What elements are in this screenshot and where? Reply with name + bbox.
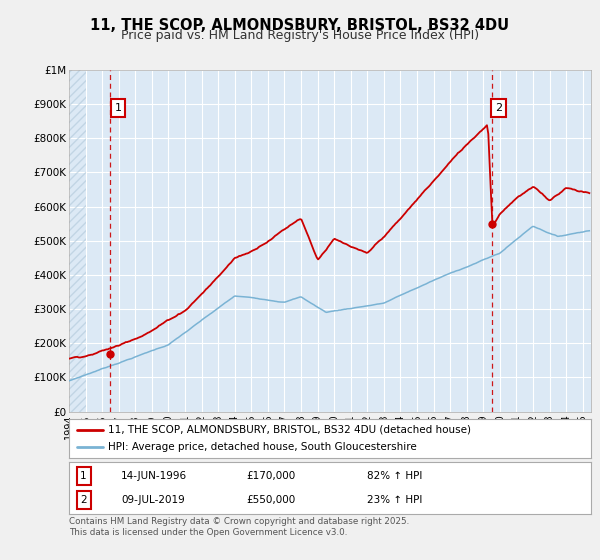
Text: £550,000: £550,000 [247,495,296,505]
Text: Contains HM Land Registry data © Crown copyright and database right 2025.
This d: Contains HM Land Registry data © Crown c… [69,517,409,537]
Text: £170,000: £170,000 [247,471,296,481]
Text: 2: 2 [495,103,502,113]
Text: 11, THE SCOP, ALMONDSBURY, BRISTOL, BS32 4DU: 11, THE SCOP, ALMONDSBURY, BRISTOL, BS32… [91,18,509,33]
Text: Price paid vs. HM Land Registry's House Price Index (HPI): Price paid vs. HM Land Registry's House … [121,29,479,42]
Text: 23% ↑ HPI: 23% ↑ HPI [367,495,422,505]
Text: 09-JUL-2019: 09-JUL-2019 [121,495,185,505]
Text: 14-JUN-1996: 14-JUN-1996 [121,471,187,481]
Text: 2: 2 [80,495,87,505]
Bar [69,70,86,412]
Text: 82% ↑ HPI: 82% ↑ HPI [367,471,422,481]
Text: 1: 1 [115,103,122,113]
Text: HPI: Average price, detached house, South Gloucestershire: HPI: Average price, detached house, Sout… [108,442,417,452]
Text: 11, THE SCOP, ALMONDSBURY, BRISTOL, BS32 4DU (detached house): 11, THE SCOP, ALMONDSBURY, BRISTOL, BS32… [108,424,471,435]
Text: 1: 1 [80,471,87,481]
